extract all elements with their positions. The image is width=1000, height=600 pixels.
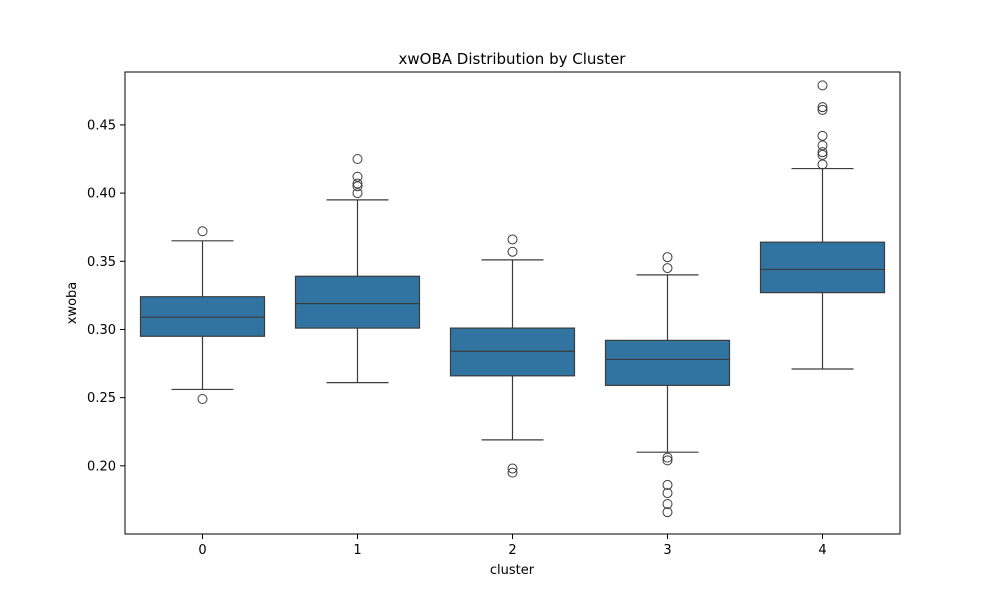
y-tick-label: 0.25 — [87, 391, 116, 406]
outlier-point — [507, 246, 518, 257]
outlier-point — [507, 234, 518, 245]
x-tick-label: 3 — [663, 543, 671, 558]
outlier-point — [662, 455, 673, 466]
outlier-point — [817, 159, 828, 170]
outlier-point — [197, 226, 208, 237]
outlier-point — [817, 140, 828, 151]
iqr-box — [449, 327, 576, 377]
outlier-point — [507, 463, 518, 474]
outlier-point — [817, 149, 828, 160]
outlier-point — [352, 171, 363, 182]
x-tick-label: 0 — [198, 543, 206, 558]
y-axis-label: xwoba — [65, 282, 80, 325]
outlier-point — [662, 479, 673, 490]
y-tick-label: 0.35 — [87, 255, 116, 270]
iqr-box — [294, 275, 421, 329]
outlier-point — [662, 507, 673, 518]
y-tick-label: 0.30 — [87, 323, 116, 338]
iqr-box — [759, 241, 886, 294]
outlier-point — [197, 394, 208, 404]
outlier-point — [507, 467, 518, 478]
y-tick-label: 0.45 — [87, 118, 116, 133]
x-axis: 0 1 2 3 4 — [198, 534, 827, 558]
x-tick-label: 4 — [818, 543, 826, 558]
x-tick-label: 1 — [353, 543, 361, 558]
outlier-point — [352, 154, 363, 164]
plot-area — [139, 80, 886, 518]
y-tick-label: 0.20 — [87, 459, 116, 474]
x-tick-label: 2 — [508, 543, 516, 558]
box-group-4 — [759, 80, 886, 370]
y-tick-label: 0.40 — [87, 187, 116, 202]
outlier-point — [662, 452, 673, 463]
outlier-point — [352, 181, 363, 192]
outlier-point — [662, 488, 673, 499]
outlier-point — [352, 178, 363, 189]
box-group-0 — [139, 226, 266, 404]
outlier-point — [817, 147, 828, 158]
chart-title: xwOBA Distribution by Cluster — [399, 50, 627, 68]
outlier-point — [817, 80, 828, 91]
outlier-point — [817, 104, 828, 115]
outlier-point — [662, 499, 673, 509]
outlier-point — [662, 252, 673, 263]
box-group-2 — [449, 234, 576, 478]
outlier-point — [817, 130, 828, 141]
outlier-point — [662, 263, 673, 274]
iqr-box — [139, 296, 266, 337]
x-axis-label: cluster — [490, 563, 535, 578]
outlier-point — [352, 188, 363, 199]
outlier-point — [817, 102, 828, 113]
iqr-box — [604, 339, 731, 386]
box-group-1 — [294, 154, 421, 384]
y-axis: 0.20 0.25 0.30 0.35 0.40 0.45 — [87, 118, 125, 474]
box-group-3 — [604, 252, 731, 518]
